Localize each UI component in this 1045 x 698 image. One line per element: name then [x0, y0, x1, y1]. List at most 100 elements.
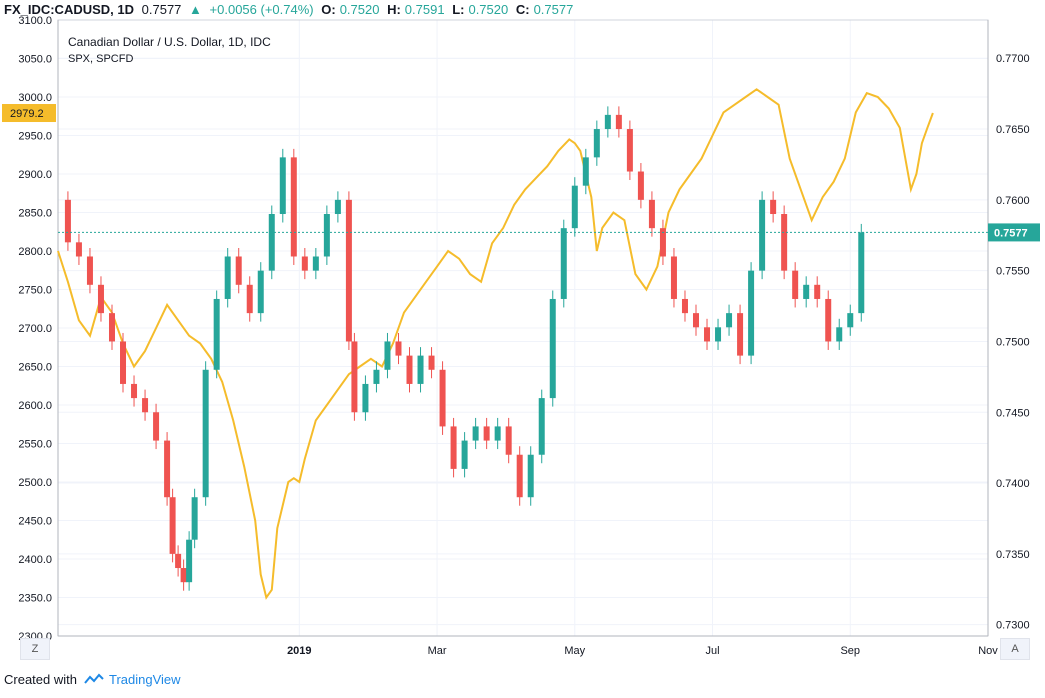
right-axis-ticks: 0.7700 0.7650 0.7600 0.7550 0.7500 0.7450 0.74…	[996, 53, 1030, 631]
close-value: 0.7577	[533, 2, 574, 17]
low-label: L:	[452, 2, 465, 17]
candle-body	[549, 298, 556, 399]
candle-body	[86, 256, 93, 285]
symbol-label[interactable]: FX_IDC:CADUSD, 1D	[4, 2, 135, 17]
right-tick-label: 0.7450	[996, 407, 1030, 419]
grid-lines	[58, 19, 989, 637]
spx-price-badge	[2, 104, 56, 123]
zoom-button[interactable]: Z	[20, 638, 50, 660]
legend-main: Canadian Dollar / U.S. Dollar, 1D, IDC	[68, 35, 271, 49]
candle-body	[626, 129, 633, 172]
candle-body	[213, 298, 220, 370]
candle-body	[169, 497, 176, 554]
candle-body	[681, 298, 688, 314]
left-tick-label: 2450.0	[18, 516, 52, 528]
candle-body	[560, 228, 567, 299]
candle-body	[792, 270, 799, 299]
right-tick-label: 0.7350	[996, 549, 1030, 561]
candle-body	[472, 426, 479, 441]
candle-body	[120, 341, 127, 384]
candle-body	[748, 270, 755, 356]
candle-body	[604, 114, 611, 130]
tradingview-brand[interactable]: TradingView	[108, 672, 181, 687]
left-tick-label: 2400.0	[18, 554, 52, 566]
right-tick-label: 0.7600	[996, 195, 1030, 207]
x-tick-label: Sep	[840, 645, 860, 657]
candle-body	[505, 426, 512, 455]
right-tick-label: 0.7400	[996, 478, 1030, 490]
candle-body	[615, 114, 622, 130]
left-tick-label: 3100.0	[18, 15, 52, 27]
change-arrow: ▲	[189, 2, 202, 17]
candle-body	[483, 426, 490, 441]
candle-body	[97, 284, 104, 314]
series-layer	[57, 88, 934, 600]
candle-body	[417, 355, 424, 384]
open-label: O:	[321, 2, 336, 17]
candle-body	[582, 157, 589, 186]
candle-body	[670, 256, 677, 299]
candle-body	[345, 199, 352, 342]
candle-body	[131, 383, 138, 399]
candle-body	[593, 129, 600, 158]
candle-body	[191, 497, 198, 540]
candle-body	[202, 369, 209, 498]
candle-body	[180, 568, 187, 583]
last-price: 0.7577	[141, 2, 182, 17]
auto-scale-button[interactable]: A	[1000, 638, 1030, 660]
close-label: C:	[515, 2, 530, 17]
candle-body	[428, 355, 435, 370]
left-tick-label: 2950.0	[18, 131, 52, 143]
last-price-badge-text: 0.7577	[994, 227, 1028, 239]
left-tick-label: 2650.0	[18, 362, 52, 374]
candle-body	[395, 341, 402, 356]
candle-body	[312, 256, 319, 271]
candle-body	[279, 157, 286, 215]
right-tick-label: 0.7650	[996, 124, 1030, 136]
candle-body	[494, 426, 501, 441]
x-tick-label: May	[564, 645, 585, 657]
x-tick-label: Nov	[978, 645, 998, 657]
candle-body	[704, 327, 711, 342]
legend-overlay: SPX, SPCFD	[68, 53, 133, 65]
left-tick-label: 2900.0	[18, 169, 52, 181]
candle-body	[659, 228, 666, 257]
candle-body	[334, 199, 341, 215]
candle-body	[825, 298, 832, 342]
left-tick-label: 2350.0	[18, 593, 52, 605]
candle-body	[847, 313, 854, 328]
candle-body	[301, 256, 308, 271]
right-tick-label: 0.7500	[996, 336, 1030, 348]
candle-body	[373, 369, 380, 384]
high-label: H:	[387, 2, 401, 17]
footer: Created with TradingView	[4, 672, 181, 687]
candle-body	[527, 454, 534, 498]
candle-body	[726, 313, 733, 328]
spx-price-badge-text: 2979.2	[10, 108, 44, 120]
candle-body	[108, 313, 115, 342]
candle-body	[648, 199, 655, 229]
candle-body	[637, 171, 644, 200]
candle-body	[164, 440, 171, 498]
candle-body	[406, 355, 413, 384]
right-tick-label: 0.7700	[996, 53, 1030, 65]
candle-body	[461, 440, 468, 469]
left-tick-label: 2850.0	[18, 208, 52, 220]
candle-body	[858, 232, 865, 314]
candle-body	[737, 313, 744, 356]
axis-labels-layer: 0.7577 2979.2	[2, 104, 1040, 242]
candle-body	[814, 284, 821, 299]
candle-body	[64, 199, 71, 243]
candle-body	[142, 398, 149, 413]
candle-body	[715, 327, 722, 342]
left-tick-label: 2600.0	[18, 400, 52, 412]
left-tick-label: 2800.0	[18, 246, 52, 258]
x-tick-label: 2019	[287, 645, 311, 657]
candle-body	[246, 284, 253, 314]
left-tick-label: 2750.0	[18, 285, 52, 297]
last-price-badge	[988, 223, 1040, 242]
x-tick-label: Jul	[705, 645, 719, 657]
series-spx-line	[57, 88, 934, 600]
candle-body	[175, 553, 182, 569]
